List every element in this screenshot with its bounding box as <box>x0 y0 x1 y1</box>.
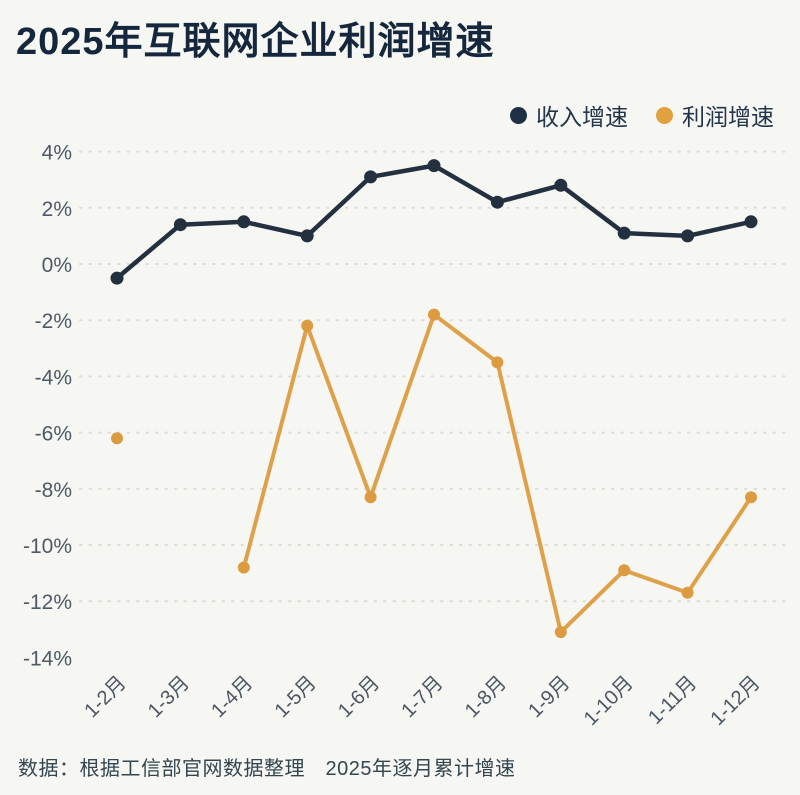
legend-item-profit: 利润增速 <box>656 98 774 132</box>
y-axis-tick-label: -4% <box>35 366 72 389</box>
y-axis-tick-label: -6% <box>35 423 72 446</box>
chart-svg: 4% 2% 0% -2% -4% -6% -8% -10% -12% -14% 1-2月 1-3月 1-… <box>23 142 787 730</box>
x-axis-tick-label: 1-11月 <box>644 672 701 729</box>
y-axis-tick-label: 2% <box>42 198 72 221</box>
data-source-note: 数据：根据工信部官网数据整理 2025年逐月累计增速 <box>18 758 516 780</box>
revenue-growth-point <box>490 195 504 209</box>
x-axis-tick-label: 1-3月 <box>144 672 194 722</box>
legend-label-revenue: 收入增速 <box>536 104 628 130</box>
profit-growth-point <box>237 561 250 574</box>
y-axis-tick-label: -2% <box>35 310 72 333</box>
revenue-growth-point <box>681 229 695 243</box>
y-axis-tick-label: -12% <box>23 591 72 614</box>
y-axis-tick-label: -14% <box>23 647 72 670</box>
x-axis-tick-label: 1-4月 <box>207 672 257 722</box>
profit-growth-point <box>364 491 377 504</box>
x-axis-tick-label: 1-2月 <box>80 672 130 722</box>
y-axis-tick-label: -8% <box>35 479 72 502</box>
y-axis-tick-label: 4% <box>42 142 72 165</box>
x-axis-tick-label: 1-7月 <box>397 672 447 722</box>
profit-growth-point <box>428 308 440 321</box>
revenue-growth-point <box>173 218 187 232</box>
x-axis-tick-label: 1-12月 <box>707 672 765 730</box>
profit-growth-point <box>491 356 504 369</box>
x-axis-tick-label: 1-9月 <box>524 672 574 722</box>
x-axis-tick-label: 1-6月 <box>334 672 384 722</box>
revenue-growth-point <box>364 170 378 184</box>
profit-growth-point <box>301 319 314 332</box>
revenue-growth-point <box>617 226 631 240</box>
revenue-growth-line <box>114 163 754 281</box>
revenue-growth-point <box>110 271 124 285</box>
revenue-growth-point <box>300 229 314 243</box>
revenue-legend-dot-icon <box>510 106 527 124</box>
x-axis-tick-label: 1-10月 <box>580 672 638 730</box>
revenue-growth-point <box>744 215 758 229</box>
legend-label-profit: 利润增速 <box>682 104 774 130</box>
y-axis-tick-label: -10% <box>23 535 72 558</box>
profit-growth-point <box>554 626 567 639</box>
profit-growth-point <box>111 432 123 445</box>
chart-legend: 收入增速 利润增速 <box>510 98 774 132</box>
y-axis-tick-label: 0% <box>42 254 72 277</box>
profit-growth-point <box>618 564 631 577</box>
profit-growth-point <box>745 491 757 504</box>
legend-item-revenue: 收入增速 <box>510 98 628 132</box>
x-axis-tick-label: 1-5月 <box>271 672 321 722</box>
revenue-growth-point <box>554 178 568 192</box>
profit-growth-point <box>681 586 694 599</box>
x-axis-tick-label: 1-8月 <box>461 672 511 722</box>
revenue-growth-point <box>237 215 251 229</box>
profit-legend-dot-icon <box>656 106 673 124</box>
revenue-growth-point <box>427 159 441 173</box>
page-title: 2025年互联网企业利润增速 <box>16 21 495 63</box>
